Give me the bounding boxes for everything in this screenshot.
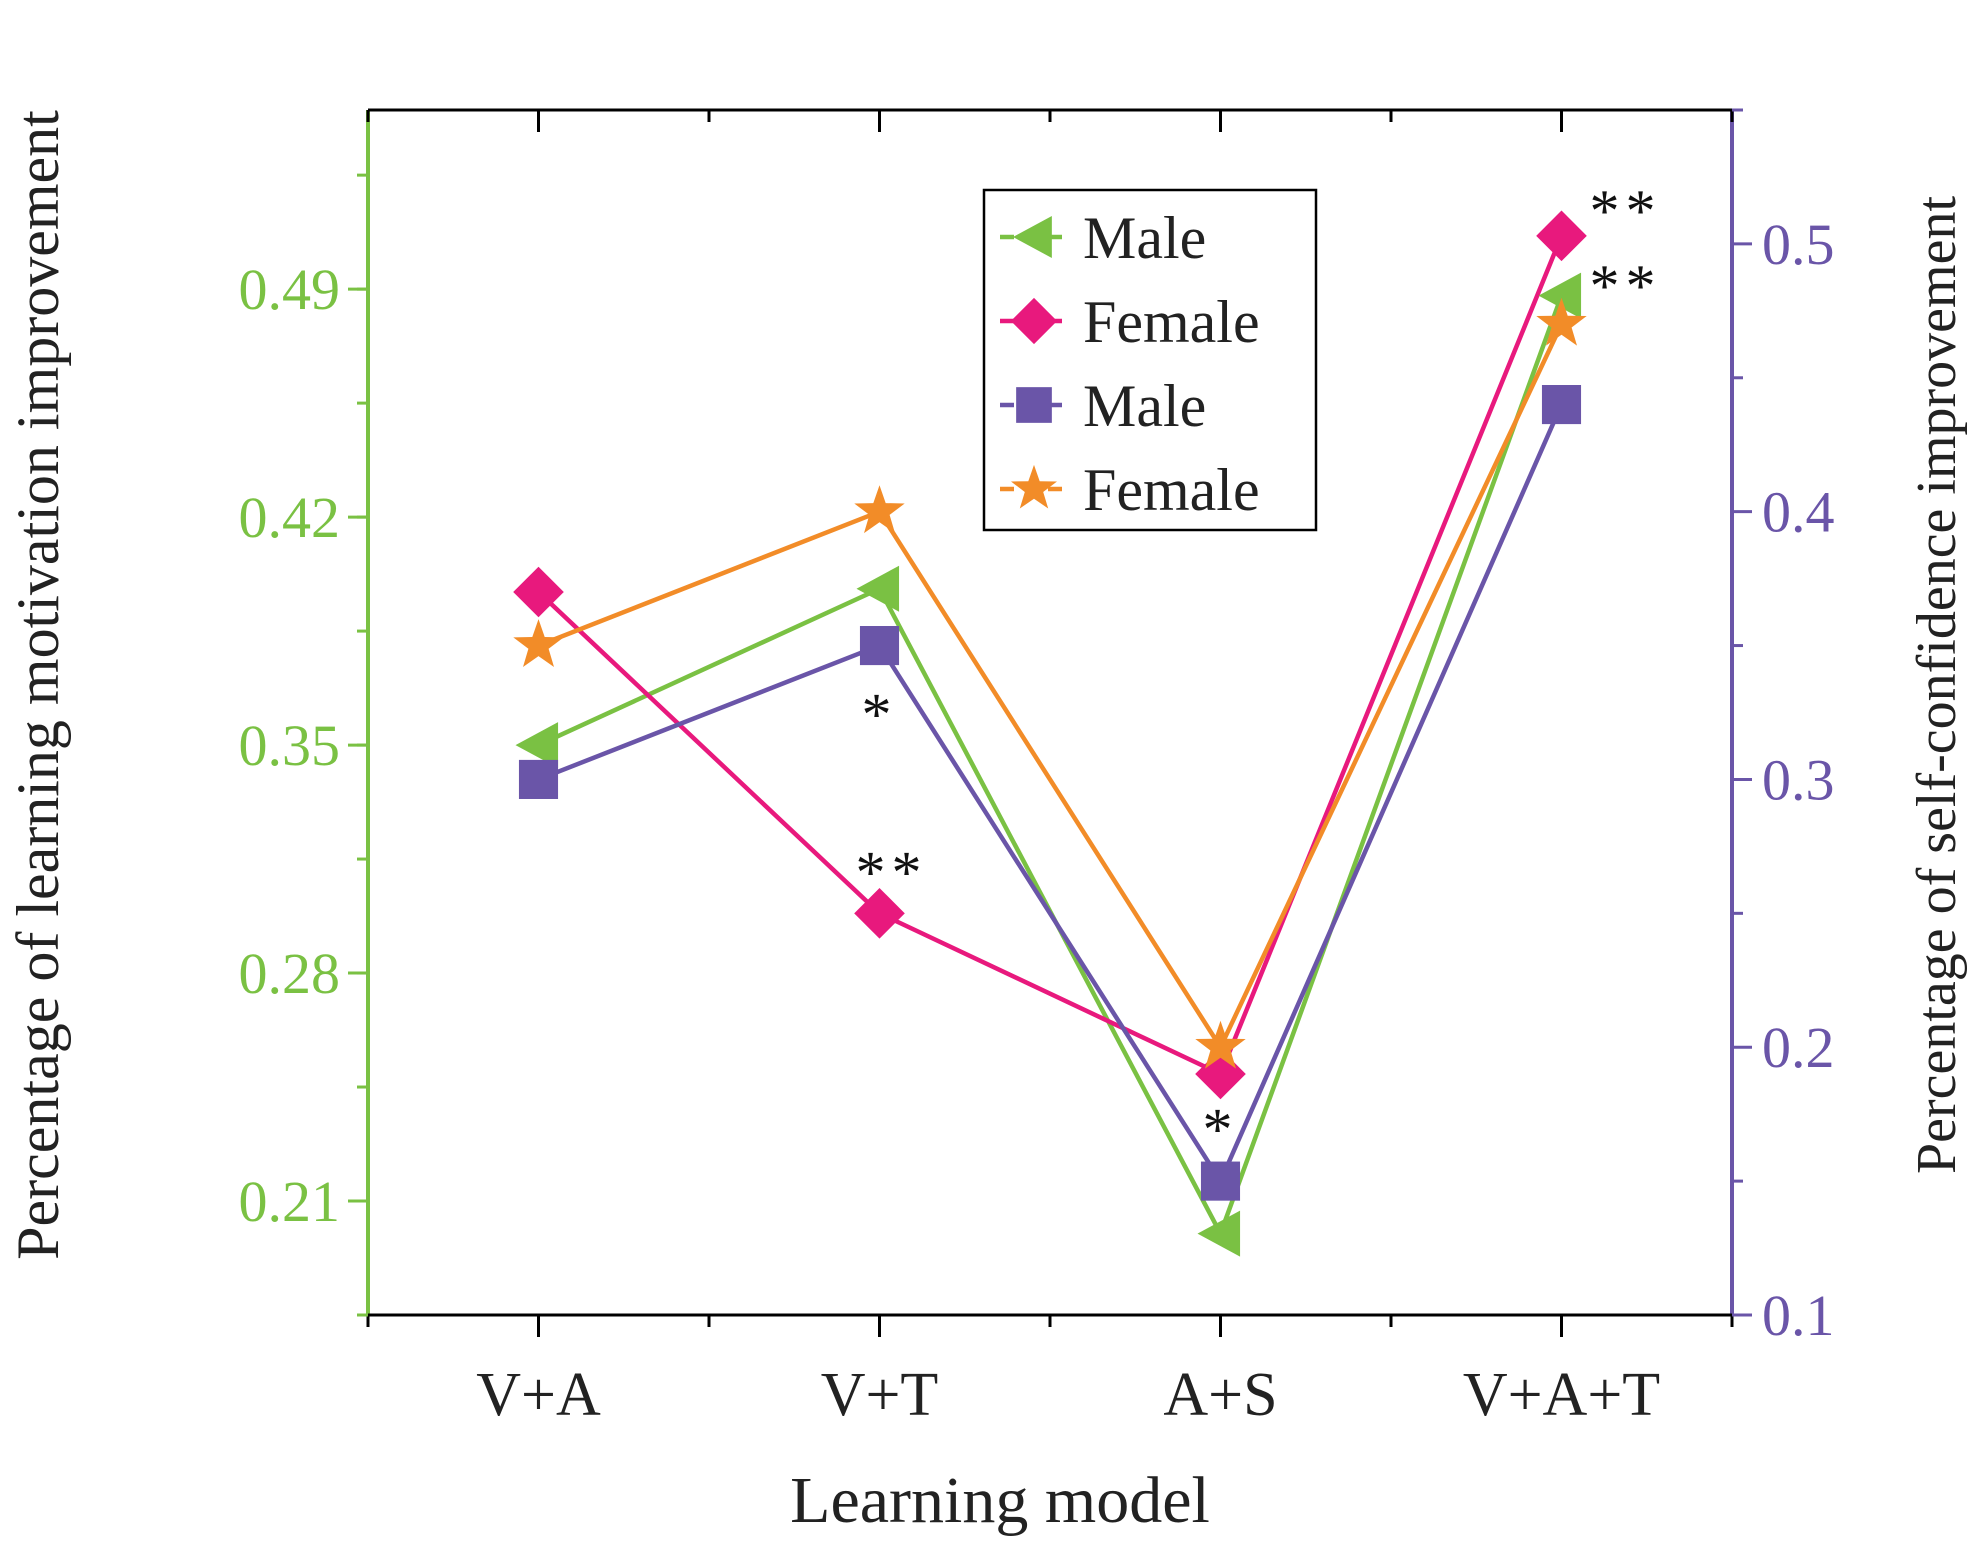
significance-annotation: * (1203, 1097, 1239, 1163)
data-point-male-triangle-left (856, 565, 900, 612)
y-left-tick-label: 0.42 (239, 485, 341, 550)
legend-label: Female (1083, 289, 1260, 355)
legend-marker-male-triangle-left (1013, 216, 1052, 258)
x-axis-title: Learning model (790, 1464, 1210, 1537)
axes-layer: V+A V+T A+S V+A+T 0.21 0.28 0.35 0.42 0.49 0.1 0.2… (239, 108, 1835, 1429)
data-point-male-square (1200, 1161, 1241, 1201)
legend: Male Female Male Female (982, 188, 1318, 532)
data-point-male-square (1541, 385, 1582, 425)
x-tick-label: A+S (1163, 1361, 1277, 1429)
data-point-female-diamond (513, 566, 564, 618)
legend-marker-male-square (1016, 387, 1052, 423)
significance-annotation: ** (1590, 178, 1662, 244)
y-left-tick-label: 0.21 (239, 1169, 341, 1234)
data-point-female-diamond (854, 888, 905, 939)
legend-label: Male (1083, 205, 1206, 271)
x-tick-label: V+A+T (1463, 1361, 1660, 1429)
y-right-tick-label: 0.5 (1762, 212, 1835, 277)
significance-annotation: * (862, 682, 898, 748)
data-point-female-star (1536, 297, 1587, 346)
x-tick-label: V+A (476, 1361, 601, 1429)
data-point-male-square (859, 626, 900, 666)
legend-marker-female-diamond (1010, 297, 1058, 345)
data-point-male-triangle-left (1538, 272, 1582, 319)
data-point-female-star (854, 485, 905, 534)
legend-label: Female (1083, 457, 1260, 523)
annotation-layer: ******** (856, 178, 1662, 1163)
y-axis-left-title: Percentage of learning motivation improv… (5, 110, 71, 1260)
y-axis-right-title: Percentage of self-confidence improvemen… (1906, 196, 1968, 1174)
series-layer (513, 210, 1587, 1257)
y-right-tick-label: 0.3 (1762, 747, 1835, 812)
legend-entries: Male Female Male Female (1000, 205, 1260, 523)
legend-label: Male (1083, 373, 1206, 439)
x-tick-label: V+T (821, 1361, 939, 1429)
significance-annotation: ** (1590, 253, 1662, 319)
y-left-tick-label: 0.35 (239, 713, 341, 778)
data-point-male-triangle-left (1197, 1210, 1241, 1257)
series-line-male-square (537, 403, 1564, 1184)
data-point-female-star (1195, 1020, 1246, 1069)
data-point-male-triangle-left (515, 722, 559, 769)
y-right-tick-label: 0.2 (1762, 1015, 1835, 1080)
legend-marker-female-star (1011, 464, 1057, 509)
series-line-female-diamond (536, 235, 1564, 1077)
series-line-female-star (537, 323, 1564, 1050)
y-right-tick-label: 0.4 (1762, 480, 1835, 545)
significance-annotation: ** (856, 839, 928, 905)
y-right-tick-label: 0.1 (1762, 1283, 1835, 1348)
y-left-tick-label: 0.28 (239, 941, 341, 1006)
data-point-female-star (513, 619, 564, 667)
y-left-tick-label: 0.49 (239, 257, 341, 322)
data-point-male-square (518, 759, 559, 799)
data-point-female-diamond (1536, 210, 1587, 262)
